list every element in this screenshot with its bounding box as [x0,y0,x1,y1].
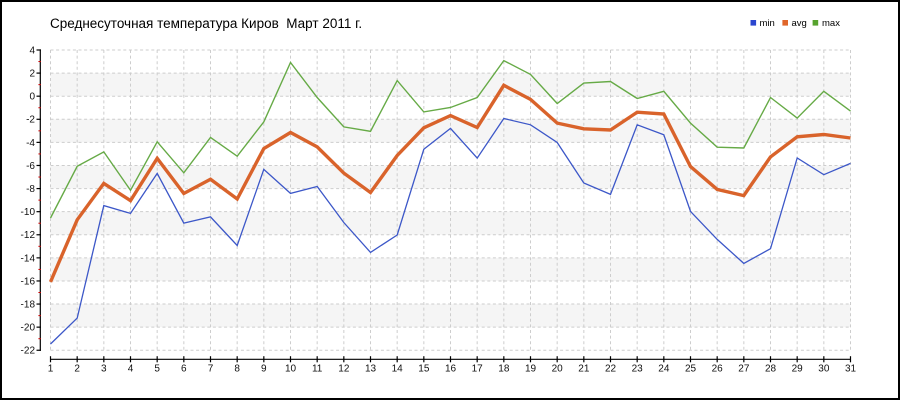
svg-text:4: 4 [128,364,134,375]
svg-text:28: 28 [765,364,777,375]
svg-text:7: 7 [208,364,214,375]
svg-text:max: max [822,18,840,29]
svg-text:-18: -18 [21,299,36,310]
svg-text:6: 6 [181,364,187,375]
svg-text:11: 11 [312,364,323,375]
svg-text:20: 20 [552,364,564,375]
svg-text:17: 17 [472,364,484,375]
svg-text:19: 19 [525,364,537,375]
svg-text:8: 8 [234,364,240,375]
svg-text:1: 1 [48,364,54,375]
svg-text:15: 15 [418,364,430,375]
svg-text:24: 24 [658,364,670,375]
svg-text:-4: -4 [26,138,35,149]
svg-text:0: 0 [29,92,35,103]
svg-text:-12: -12 [21,230,36,241]
svg-text:5: 5 [154,364,160,375]
svg-text:21: 21 [578,364,590,375]
svg-text:-10: -10 [21,207,36,218]
svg-text:-2: -2 [26,115,35,126]
svg-text:9: 9 [261,364,267,375]
svg-text:30: 30 [818,364,830,375]
svg-text:25: 25 [685,364,697,375]
svg-text:-20: -20 [21,323,36,334]
svg-text:29: 29 [792,364,804,375]
svg-text:2: 2 [74,364,80,375]
svg-text:23: 23 [632,364,644,375]
svg-text:3: 3 [101,364,107,375]
svg-text:13: 13 [365,364,377,375]
svg-text:14: 14 [392,364,404,375]
svg-text:-14: -14 [21,253,36,264]
svg-text:min: min [760,18,775,29]
svg-text:avg: avg [792,18,807,29]
svg-text:31: 31 [845,364,857,375]
svg-text:12: 12 [338,364,350,375]
svg-text:16: 16 [445,364,457,375]
svg-text:27: 27 [738,364,750,375]
svg-text:-22: -22 [21,346,36,357]
svg-text:-8: -8 [26,184,35,195]
svg-text:-6: -6 [26,161,35,172]
svg-text:18: 18 [498,364,510,375]
svg-text:Среднесуточная температура Кир: Среднесуточная температура Киров Март 20… [50,16,362,31]
svg-text:4: 4 [29,45,35,56]
svg-text:-16: -16 [21,276,36,287]
svg-text:22: 22 [605,364,617,375]
svg-text:26: 26 [712,364,724,375]
svg-text:10: 10 [285,364,297,375]
svg-text:2: 2 [29,69,35,80]
